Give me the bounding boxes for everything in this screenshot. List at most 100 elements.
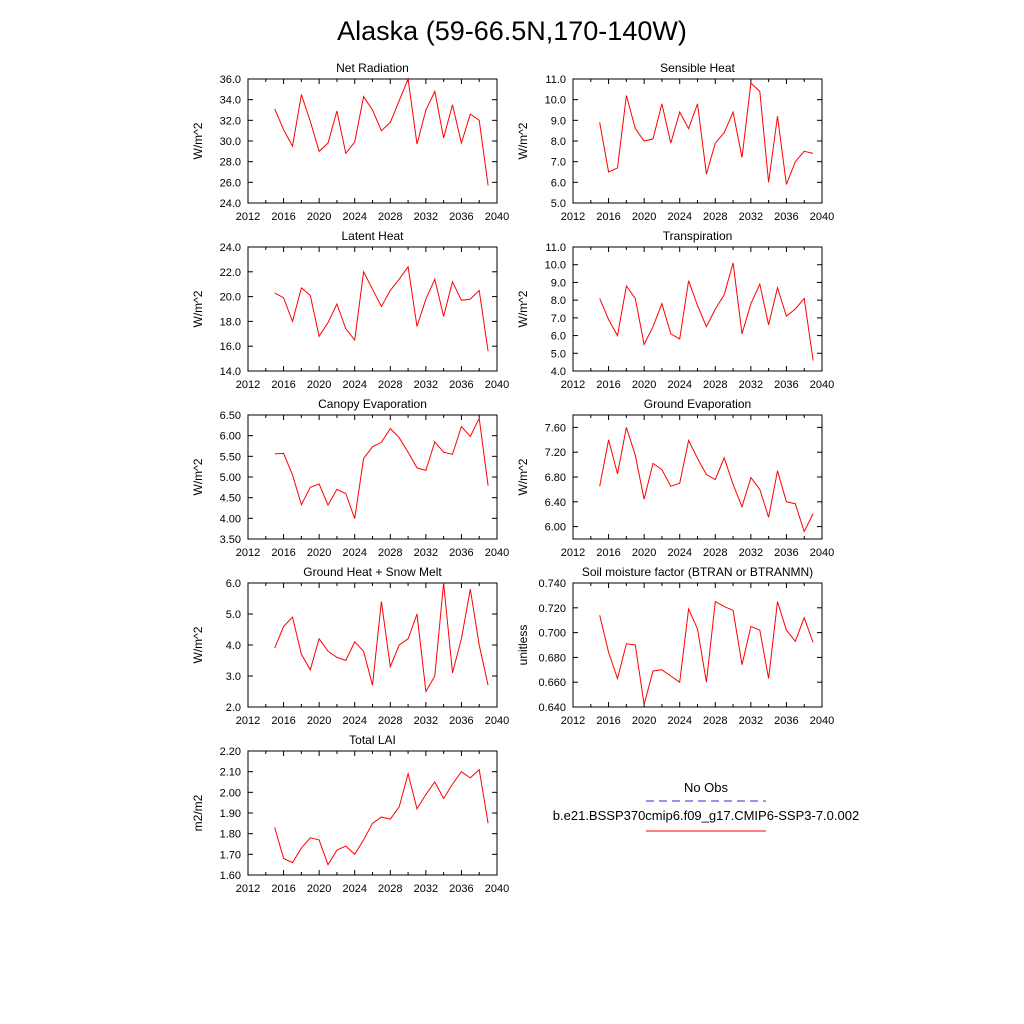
x-tick-label: 2020: [307, 379, 331, 391]
y-axis-label: unitless: [516, 625, 530, 666]
x-tick-label: 2024: [667, 379, 691, 391]
y-tick-label: 6.50: [220, 410, 241, 422]
series-line-1: [274, 768, 489, 866]
x-tick-label: 2012: [236, 715, 260, 727]
x-tick-label: 2032: [414, 883, 438, 895]
y-axis-label: W/m^2: [191, 290, 205, 327]
y-axis-label: W/m^2: [516, 122, 530, 159]
x-tick-label: 2032: [414, 715, 438, 727]
y-tick-label: 2.10: [220, 767, 241, 779]
x-tick-label: 2028: [703, 379, 727, 391]
y-tick-label: 16.0: [220, 341, 241, 353]
series-line-1: [599, 600, 814, 705]
x-tick-label: 2020: [307, 547, 331, 559]
x-tick-label: 2036: [449, 547, 473, 559]
chart-panel-3: Latent Heat W/m^2 2012 2016 2020 2024 2028 2032…: [191, 229, 509, 391]
y-tick-label: 9.0: [551, 115, 566, 127]
y-tick-label: 1.60: [220, 870, 241, 882]
y-tick-label: 3.0: [226, 671, 241, 683]
x-tick-label: 2020: [307, 715, 331, 727]
y-tick-label: 1.90: [220, 808, 241, 820]
y-axis-label: W/m^2: [516, 458, 530, 495]
x-tick-label: 2020: [307, 883, 331, 895]
y-tick-label: 36.0: [220, 74, 241, 86]
chart-panel-7: Ground Heat + Snow Melt W/m^2 2012 2016 2020…: [191, 565, 509, 727]
y-tick-label: 1.80: [220, 829, 241, 841]
x-tick-label: 2032: [414, 379, 438, 391]
figure-title: Alaska (59-66.5N,170-140W): [337, 16, 687, 46]
chart-panel-6: Ground Evaporation W/m^2 2012 2016 2020 2024 2…: [516, 397, 834, 559]
x-tick-label: 2016: [271, 715, 295, 727]
series-line-1: [599, 427, 814, 533]
plot-frame: [247, 78, 498, 204]
y-tick-label: 2.0: [226, 702, 241, 714]
x-tick-label: 2028: [378, 715, 402, 727]
y-tick-label: 34.0: [220, 95, 241, 107]
series-line-1: [274, 582, 489, 694]
x-tick-label: 2024: [342, 211, 366, 223]
x-tick-label: 2040: [485, 547, 509, 559]
series-line-1: [274, 416, 489, 519]
y-axis-label: m2/m2: [191, 794, 205, 831]
y-tick-label: 32.0: [220, 115, 241, 127]
y-tick-label: 6.00: [545, 522, 566, 534]
x-tick-label: 2012: [236, 379, 260, 391]
panel-title: Transpiration: [663, 229, 733, 243]
plot-frame: [247, 750, 498, 876]
x-tick-label: 2024: [667, 547, 691, 559]
y-tick-label: 6.00: [220, 431, 241, 443]
series-line-1: [274, 265, 489, 352]
y-tick-label: 4.0: [551, 366, 566, 378]
x-tick-label: 2016: [271, 883, 295, 895]
panel-title: Canopy Evaporation: [318, 397, 427, 411]
y-tick-label: 8.0: [551, 295, 566, 307]
x-tick-label: 2032: [739, 715, 763, 727]
x-tick-label: 2012: [236, 547, 260, 559]
chart-panel-5: Canopy Evaporation W/m^2 2012 2016 2020 2024 2…: [191, 397, 509, 559]
x-tick-label: 2032: [739, 211, 763, 223]
panel-title: Soil moisture factor (BTRAN or BTRANMN): [582, 565, 813, 579]
y-tick-label: 5.50: [220, 451, 241, 463]
x-tick-label: 2016: [271, 379, 295, 391]
x-tick-label: 2032: [739, 379, 763, 391]
x-tick-label: 2024: [667, 211, 691, 223]
panel-grid: Net Radiation W/m^2 2012 2016 2020 2024 2028 20…: [191, 61, 834, 895]
chart-panel-2: Sensible Heat W/m^2 2012 2016 2020 2024 2028 20…: [516, 61, 834, 223]
y-tick-label: 6.0: [551, 331, 566, 343]
x-tick-label: 2020: [632, 211, 656, 223]
x-tick-label: 2024: [667, 715, 691, 727]
chart-panel-9: Total LAI m2/m2 2012 2016 2020 2024 2028 2032 20…: [191, 733, 509, 895]
y-tick-label: 6.80: [545, 472, 566, 484]
x-tick-label: 2032: [739, 547, 763, 559]
plot-frame: [572, 414, 823, 540]
x-tick-label: 2036: [774, 211, 798, 223]
panel-title: Sensible Heat: [660, 61, 735, 75]
series-line-1: [274, 77, 489, 186]
y-tick-label: 22.0: [220, 267, 241, 279]
y-tick-label: 5.00: [220, 472, 241, 484]
x-tick-label: 2040: [485, 211, 509, 223]
y-tick-label: 5.0: [551, 348, 566, 360]
y-tick-label: 0.740: [538, 578, 566, 590]
plot-frame: [572, 582, 823, 708]
y-tick-label: 6.0: [226, 578, 241, 590]
legend: No Obs b.e21.BSSP370cmip6.f09_g17.CMIP6-…: [553, 780, 859, 832]
panel-title: Total LAI: [349, 733, 396, 747]
y-tick-label: 4.00: [220, 513, 241, 525]
x-tick-label: 2012: [561, 211, 585, 223]
y-tick-label: 7.0: [551, 157, 566, 169]
y-tick-label: 26.0: [220, 177, 241, 189]
y-tick-label: 6.0: [551, 177, 566, 189]
y-tick-label: 30.0: [220, 136, 241, 148]
x-tick-label: 2040: [485, 379, 509, 391]
y-tick-label: 6.40: [545, 497, 566, 509]
x-tick-label: 2024: [342, 379, 366, 391]
x-tick-label: 2036: [774, 547, 798, 559]
y-tick-label: 0.700: [538, 628, 566, 640]
y-tick-label: 5.0: [226, 609, 241, 621]
x-tick-label: 2024: [342, 715, 366, 727]
y-tick-label: 11.0: [545, 242, 566, 254]
x-tick-label: 2040: [810, 379, 834, 391]
y-tick-label: 0.680: [538, 652, 566, 664]
y-tick-label: 1.70: [220, 849, 241, 861]
